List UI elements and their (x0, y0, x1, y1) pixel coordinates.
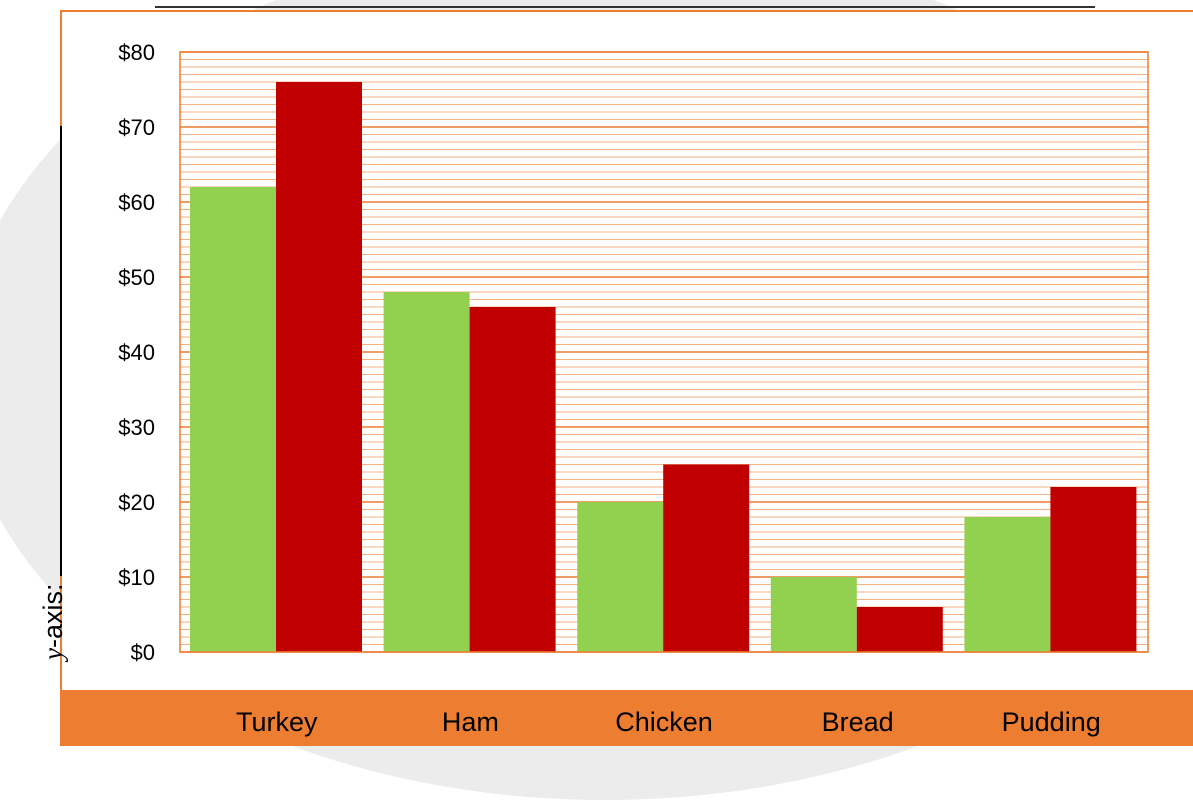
bar-bread-series1 (770, 577, 857, 652)
bars (190, 82, 1137, 652)
bar-turkey-series1 (190, 187, 276, 652)
bar-ham-series1 (383, 292, 470, 652)
x-tick-label: Chicken (615, 707, 713, 737)
title-blank-line (155, 6, 1095, 8)
y-tick-label: $70 (118, 115, 155, 140)
bar-chicken-series1 (577, 502, 664, 652)
x-tick-label: Ham (442, 707, 499, 737)
y-tick-label: $80 (118, 40, 155, 65)
x-tick-label: Bread (822, 707, 894, 737)
x-tick-label: Turkey (236, 707, 318, 737)
bar-chicken-series2 (663, 464, 750, 652)
y-tick-label: $0 (131, 640, 155, 665)
bar-pudding-series1 (964, 517, 1051, 652)
category-band (60, 690, 1193, 746)
x-tick-label: Pudding (1002, 707, 1101, 737)
bar-chart: $0 $10 $20 $30 $40 $50 $60 $70 $80 Turkey Ham Chic… (118, 40, 1149, 737)
y-tick-label: $30 (118, 415, 155, 440)
bar-turkey-series2 (276, 82, 362, 652)
plot-area-border (179, 51, 1149, 653)
y-tick-label: $10 (118, 565, 155, 590)
y-tick-label: $50 (118, 265, 155, 290)
y-tick-label: $40 (118, 340, 155, 365)
bar-pudding-series2 (1050, 487, 1137, 652)
bar-ham-series2 (469, 307, 556, 652)
y-tick-label: $20 (118, 490, 155, 515)
chart-frame (60, 10, 1193, 690)
x-tick-labels: Turkey Ham Chicken Bread Pudding (236, 707, 1101, 737)
y-tick-label: $60 (118, 190, 155, 215)
y-tick-labels: $0 $10 $20 $30 $40 $50 $60 $70 $80 (118, 40, 155, 665)
plot-frame (179, 51, 1149, 653)
bar-bread-series2 (856, 607, 943, 652)
